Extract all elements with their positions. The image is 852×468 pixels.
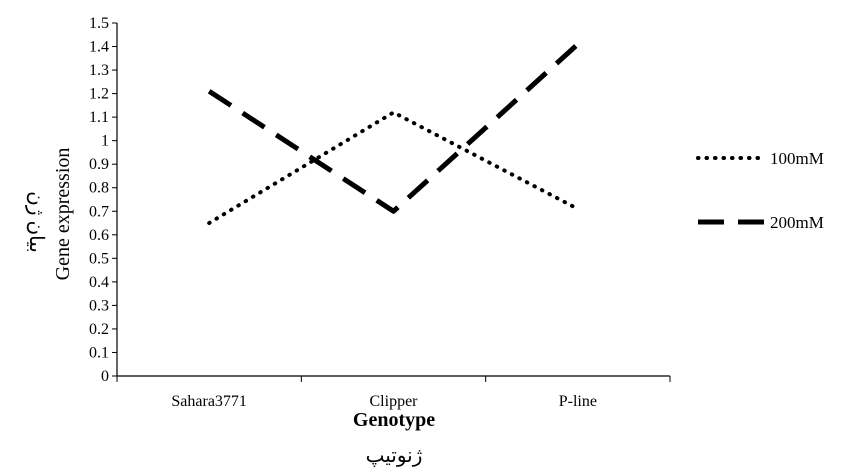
x-tick-label: P-line [559,393,597,410]
series-line-100mm [207,110,580,226]
axes [116,23,670,377]
y-tick-label: 0.3 [89,297,109,314]
x-axis-title-persian: ژنوتیپ [366,445,423,467]
y-tick-label: 1 [101,133,109,150]
y-tick-label: 0.1 [89,344,109,361]
y-axis-title-persian: بیان ژن [25,191,47,253]
y-tick-label: 0.4 [89,274,109,291]
y-tick-label: 0.8 [89,180,109,197]
legend: 100mM 200mM [696,149,824,232]
legend-label: 100mM [770,149,824,168]
y-tick-label: 0.2 [89,321,109,338]
y-axis-title: Gene expression [52,148,74,281]
y-tick-label: 0.5 [89,250,109,267]
x-ticks: Sahara3771 Clipper P-line [116,376,671,410]
x-tick-label: Clipper [370,393,419,410]
y-tick-label: 0.9 [89,156,109,173]
x-axis-title: Genotype [353,409,435,431]
y-tick-label: 1.2 [89,86,109,103]
legend-label: 200mM [770,213,824,232]
series-lines [207,42,580,226]
y-tick-label: 1.1 [89,109,109,126]
x-tick-label: Sahara3771 [171,393,247,410]
y-tick-label: 1.4 [89,39,109,56]
y-tick-label: 0.6 [89,227,109,244]
y-tick-label: 0.7 [89,203,109,220]
y-ticks: 0 0.1 0.2 0.3 0.4 0.5 0.6 0.7 0.8 0.9 1 1.1 1.2 1.3 1.… [89,15,117,385]
y-tick-label: 1.5 [89,15,109,32]
series-line-200mm [207,42,580,214]
y-tick-label: 1.3 [89,62,109,79]
y-tick-label: 0 [101,368,109,385]
